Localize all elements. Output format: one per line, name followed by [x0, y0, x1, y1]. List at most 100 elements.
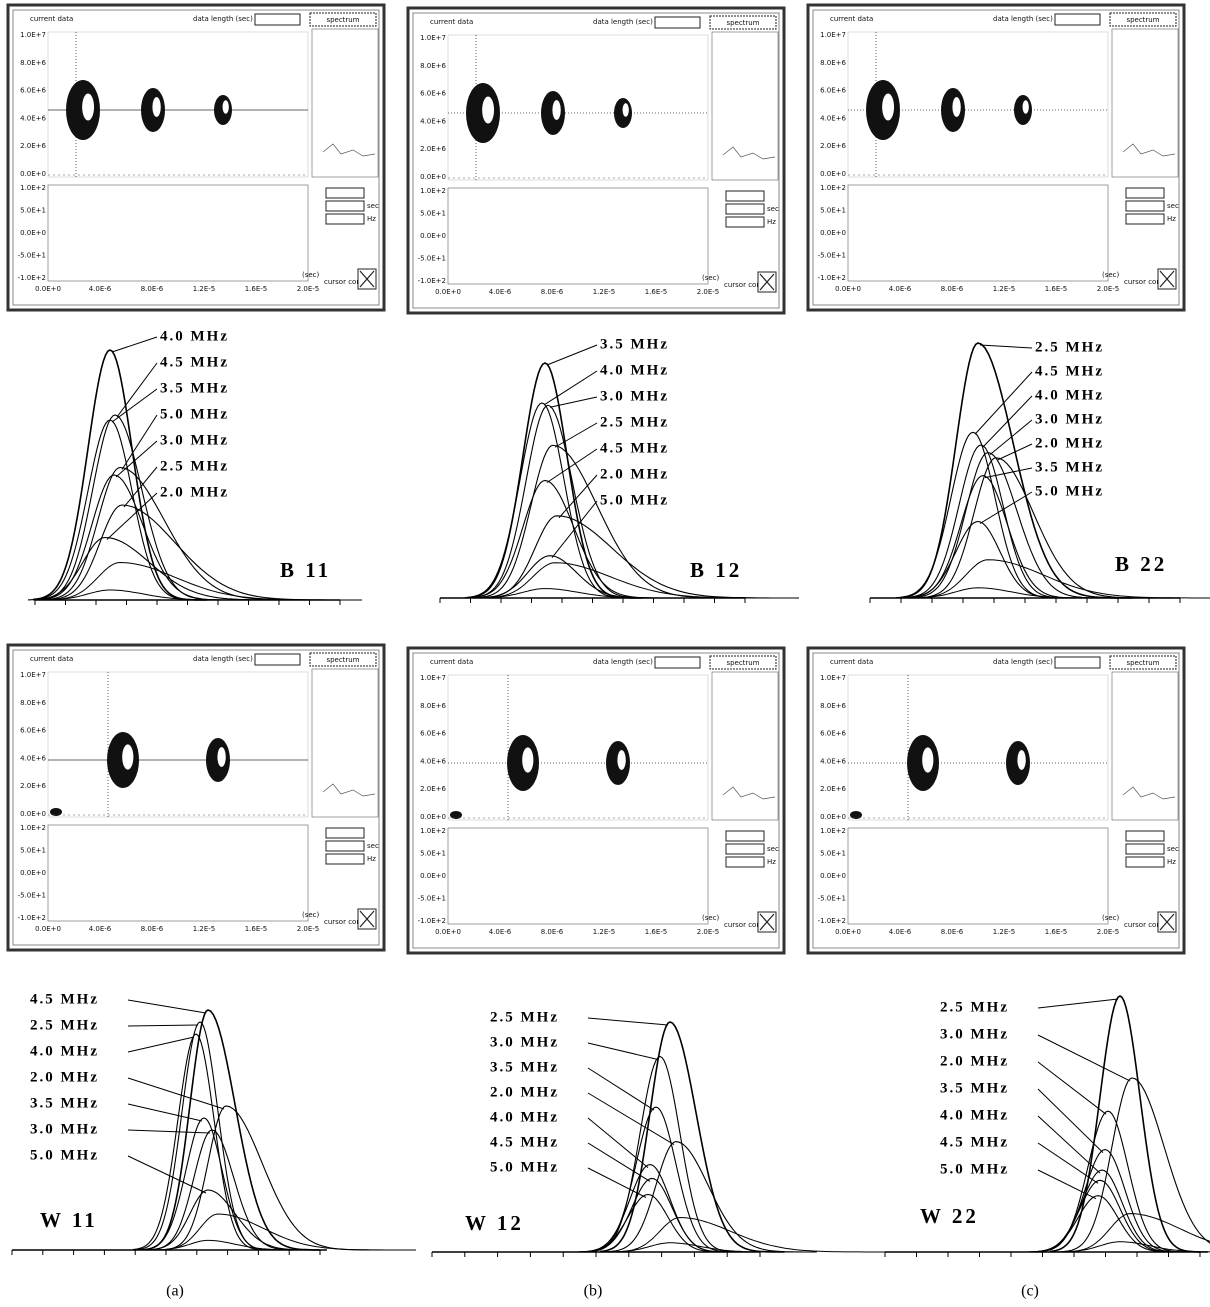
curve: [42, 466, 314, 601]
y-tick-label: 2.0E+6: [420, 145, 446, 153]
curve: [475, 444, 747, 599]
spectrum-button[interactable]: [1109, 655, 1177, 670]
frequency-label: 4.0 MHz: [490, 1109, 559, 1125]
x-tick-label: 1.6E-5: [1045, 285, 1068, 293]
y-tick-label: 4.0E+6: [20, 114, 46, 122]
y-tick-label: 8.0E+6: [820, 702, 846, 710]
y-tick-label: 6.0E+6: [820, 730, 846, 738]
readout: [325, 213, 365, 225]
y-tick-label: -1.0E+2: [818, 274, 846, 282]
leader: [1037, 1088, 1104, 1153]
curve: [468, 588, 691, 599]
curve: [1031, 1169, 1190, 1253]
leader: [979, 344, 1033, 349]
echo-blob: [50, 808, 62, 816]
leader: [546, 448, 598, 483]
curve: [589, 1055, 748, 1253]
spectrum-trace: [1122, 143, 1176, 157]
echo-hole: [1022, 100, 1029, 114]
y-tick-label: 4.0E+6: [820, 757, 846, 765]
y-tick-label: 6.0E+6: [20, 87, 46, 95]
x-tick-label: 4.0E-6: [489, 288, 512, 296]
hz-unit: Hz: [367, 215, 376, 223]
x-tick-label: 4.0E-6: [89, 285, 112, 293]
spectrum-button[interactable]: [709, 655, 777, 670]
y-tick-label: 1.0E+7: [820, 31, 846, 39]
curve: [140, 1117, 284, 1251]
cursor-control-label: cursor control: [324, 278, 373, 286]
y-tick-label: -5.0E+1: [818, 252, 846, 260]
x-tick-label: 1.6E-5: [245, 925, 268, 933]
data-length-label: data length (sec): [993, 658, 1053, 666]
data-length-label: data length (sec): [193, 15, 253, 23]
cursor-icon: [1159, 270, 1175, 288]
spectrum-trace: [1122, 786, 1176, 800]
spectrum-button[interactable]: [309, 652, 377, 667]
leader: [121, 414, 158, 470]
readout: [725, 216, 765, 228]
sec-unit: sec: [367, 842, 379, 850]
leader: [587, 1117, 649, 1168]
curve: [1060, 1213, 1210, 1253]
curve: [918, 457, 1161, 599]
x-unit: (sec): [702, 274, 720, 282]
panel-label: B 12: [690, 558, 742, 582]
leader: [587, 1067, 655, 1111]
curve: [610, 1216, 900, 1253]
current-data-label: current data: [430, 18, 473, 26]
x-tick-label: 1.2E-5: [193, 925, 216, 933]
x-unit: (sec): [702, 914, 720, 922]
y-tick-label: 5.0E+1: [420, 210, 446, 218]
y-tick-label: 5.0E+1: [420, 850, 446, 858]
spectrum-button[interactable]: [1109, 12, 1177, 27]
top-plot: [847, 674, 1109, 821]
current-data-label: current data: [30, 15, 73, 23]
cursor-control-label: cursor control: [724, 921, 773, 929]
frequency-label: 2.5 MHz: [600, 414, 669, 430]
frequency-label: 2.0 MHz: [600, 466, 669, 482]
echo-hole: [952, 97, 961, 117]
curve: [32, 419, 207, 601]
current-data-label: current data: [430, 658, 473, 666]
echo-hole: [922, 747, 934, 773]
echo-hole: [622, 103, 629, 117]
screen-inner: [412, 652, 780, 949]
data-length-field: [254, 13, 301, 26]
y-tick-label: 6.0E+6: [420, 90, 446, 98]
bottom-plot: [847, 827, 1109, 925]
frequency-label: 4.5 MHz: [30, 991, 99, 1007]
panel-label: W 12: [465, 1211, 524, 1235]
leader: [1037, 1061, 1107, 1115]
y-tick-label: 4.0E+6: [20, 754, 46, 762]
y-tick-label: 4.0E+6: [820, 114, 846, 122]
spectrum-button[interactable]: [309, 12, 377, 27]
readout: [725, 203, 765, 215]
x-tick-label: 0.0E+0: [435, 288, 461, 296]
readout: [1125, 830, 1165, 842]
y-tick-label: 8.0E+6: [20, 699, 46, 707]
y-tick-label: 1.0E+2: [820, 184, 846, 192]
y-tick-label: -1.0E+2: [418, 917, 446, 925]
curve: [470, 404, 655, 599]
curve: [579, 1164, 738, 1253]
screen-inner: [412, 12, 780, 309]
leader: [984, 467, 1033, 479]
frequency-label: 2.0 MHz: [160, 484, 229, 500]
frequency-label: 3.5 MHz: [600, 336, 669, 352]
current-data-label: current data: [30, 655, 73, 663]
y-tick-label: -5.0E+1: [18, 892, 46, 900]
cursor-control-label: cursor control: [724, 281, 773, 289]
data-length-label: data length (sec): [193, 655, 253, 663]
readout: [325, 827, 365, 839]
y-tick-label: -1.0E+2: [418, 277, 446, 285]
data-length-label: data length (sec): [593, 658, 653, 666]
frequency-label: 2.5 MHz: [940, 999, 1009, 1015]
x-tick-label: 1.6E-5: [645, 288, 668, 296]
spectrum-button[interactable]: [709, 15, 777, 30]
x-tick-label: 4.0E-6: [889, 928, 912, 936]
y-tick-label: 8.0E+6: [20, 59, 46, 67]
curve: [605, 1141, 817, 1253]
frequency-label: 5.0 MHz: [490, 1159, 559, 1175]
y-tick-label: 1.0E+2: [420, 187, 446, 195]
frequency-label: 4.5 MHz: [490, 1134, 559, 1150]
